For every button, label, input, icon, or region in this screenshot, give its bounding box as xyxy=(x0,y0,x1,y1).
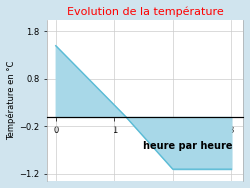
Y-axis label: Température en °C: Température en °C xyxy=(7,61,16,140)
Text: heure par heure: heure par heure xyxy=(144,141,233,151)
Title: Evolution de la température: Evolution de la température xyxy=(67,7,224,17)
